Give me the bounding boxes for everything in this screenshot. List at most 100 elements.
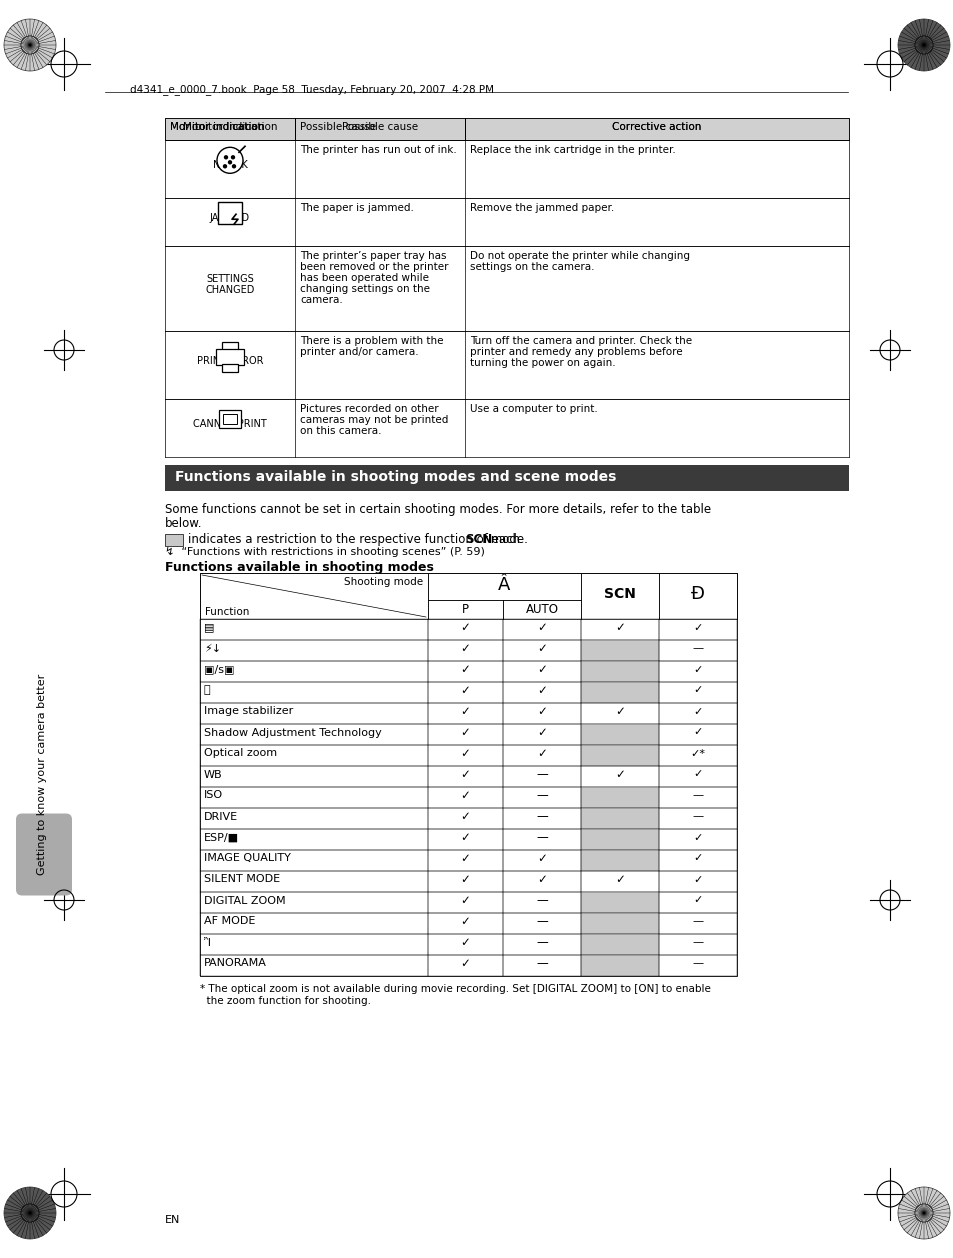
Circle shape (897, 19, 949, 70)
Text: EN: EN (165, 1215, 180, 1225)
Bar (659, 829, 737, 850)
Bar (580, 955, 659, 976)
Text: P: P (461, 603, 469, 616)
Text: ✓: ✓ (693, 664, 702, 674)
Text: Turn off the camera and printer. Check the: Turn off the camera and printer. Check t… (470, 336, 691, 346)
Bar (580, 850, 659, 871)
Bar (580, 745, 659, 766)
Bar (502, 850, 580, 871)
Text: ✓: ✓ (537, 642, 546, 655)
Text: —: — (536, 894, 547, 907)
Bar (659, 913, 737, 933)
Text: ✓: ✓ (460, 789, 470, 803)
Text: ✓: ✓ (460, 704, 470, 718)
Text: —: — (536, 957, 547, 970)
Bar (502, 600, 580, 619)
Text: indicates a restriction to the respective function of each: indicates a restriction to the respectiv… (188, 533, 523, 546)
Bar (165, 465, 848, 491)
Bar (580, 788, 659, 808)
Bar (200, 871, 428, 892)
Text: Ἲ: Ἲ (204, 937, 211, 947)
Circle shape (231, 155, 235, 160)
Bar (200, 850, 428, 871)
Text: has been operated while: has been operated while (299, 273, 429, 283)
Text: printer and/or camera.: printer and/or camera. (299, 347, 418, 357)
Text: Corrective action: Corrective action (612, 122, 701, 132)
Text: PANORAMA: PANORAMA (204, 959, 267, 969)
Bar (200, 829, 428, 850)
Bar (428, 913, 502, 933)
Text: —: — (692, 790, 702, 800)
Text: Shadow Adjustment Technology: Shadow Adjustment Technology (204, 727, 381, 737)
Bar (502, 703, 580, 725)
Text: Monitor indication: Monitor indication (170, 122, 264, 132)
Text: WB: WB (204, 770, 222, 780)
Text: JAMMED: JAMMED (210, 213, 250, 223)
Text: mode.: mode. (487, 533, 528, 546)
Text: settings on the camera.: settings on the camera. (470, 262, 594, 272)
Text: Â: Â (497, 576, 510, 594)
Text: ✓: ✓ (615, 767, 624, 781)
Bar (580, 808, 659, 829)
Text: Use a computer to print.: Use a computer to print. (470, 404, 598, 414)
Bar (428, 788, 502, 808)
Text: ISO: ISO (204, 790, 223, 800)
Circle shape (4, 1188, 56, 1239)
Text: ▤: ▤ (204, 623, 214, 633)
Text: been removed or the printer: been removed or the printer (299, 262, 448, 272)
Text: ✓: ✓ (693, 874, 702, 884)
Text: ✓: ✓ (460, 936, 470, 949)
Text: ✓: ✓ (460, 663, 470, 676)
Bar (659, 850, 737, 871)
Bar (200, 766, 428, 788)
Text: ✓: ✓ (693, 896, 702, 906)
Circle shape (228, 160, 232, 165)
Text: SETTINGS: SETTINGS (206, 274, 253, 284)
Text: ✓: ✓ (693, 833, 702, 843)
Bar (659, 933, 737, 955)
Bar (580, 660, 659, 682)
Text: cameras may not be printed: cameras may not be printed (299, 415, 448, 425)
Text: Image stabilizer: Image stabilizer (204, 707, 293, 717)
Bar (502, 892, 580, 913)
Text: Optical zoom: Optical zoom (204, 749, 276, 759)
Bar (580, 682, 659, 703)
Bar (200, 955, 428, 976)
Text: ✓: ✓ (460, 747, 470, 760)
Bar (428, 572, 580, 600)
Bar (428, 703, 502, 725)
Text: ✓: ✓ (460, 957, 470, 970)
Bar (200, 660, 428, 682)
Bar (659, 682, 737, 703)
Bar (428, 766, 502, 788)
Text: ✓: ✓ (537, 852, 546, 866)
Text: ✓: ✓ (693, 623, 702, 633)
Text: ✓: ✓ (460, 873, 470, 886)
Text: Possible cause: Possible cause (341, 122, 417, 132)
Bar (659, 725, 737, 745)
Text: ✓: ✓ (460, 621, 470, 634)
Text: printer and remedy any problems before: printer and remedy any problems before (470, 347, 682, 357)
Bar (428, 808, 502, 829)
Bar (200, 572, 737, 976)
Bar (502, 871, 580, 892)
Bar (502, 725, 580, 745)
Bar (659, 955, 737, 976)
Bar (428, 745, 502, 766)
Bar (200, 725, 428, 745)
Text: ✓: ✓ (693, 727, 702, 737)
Text: ⚡↓: ⚡↓ (204, 644, 221, 653)
Bar (222, 342, 237, 350)
Bar (659, 871, 737, 892)
Text: the zoom function for shooting.: the zoom function for shooting. (200, 996, 371, 1006)
Bar (428, 850, 502, 871)
Bar (502, 808, 580, 829)
Text: ▣/s▣: ▣/s▣ (204, 664, 234, 674)
Bar (200, 745, 428, 766)
Text: —: — (692, 811, 702, 821)
Text: d4341_e_0000_7.book  Page 58  Tuesday, February 20, 2007  4:28 PM: d4341_e_0000_7.book Page 58 Tuesday, Feb… (130, 84, 494, 94)
Bar (428, 829, 502, 850)
Text: —: — (536, 767, 547, 781)
Text: ✓: ✓ (693, 770, 702, 780)
Bar (580, 572, 659, 619)
